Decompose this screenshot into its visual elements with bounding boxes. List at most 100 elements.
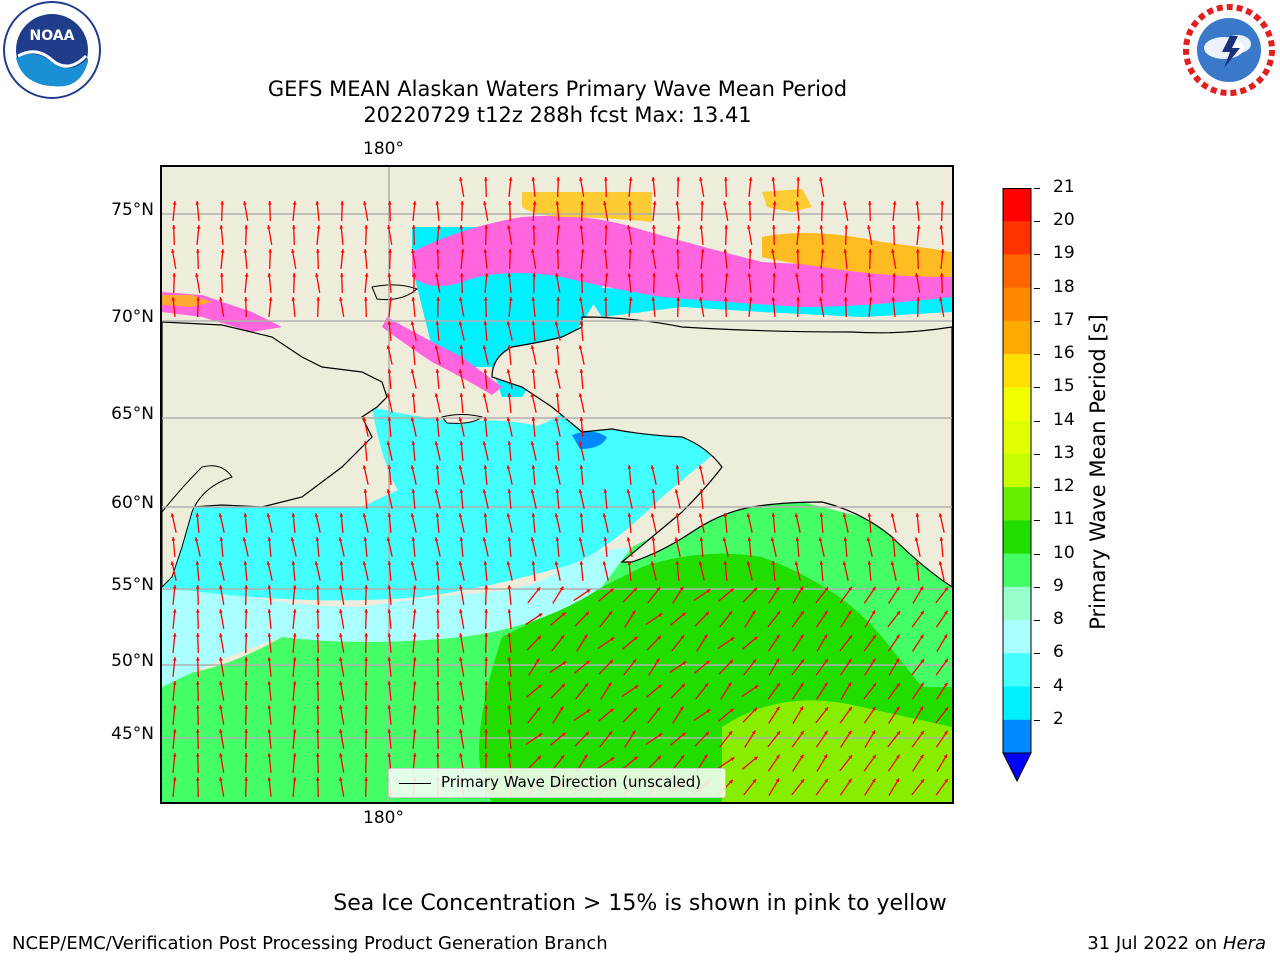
noaa-logo: NOAA bbox=[0, 0, 104, 100]
colorbar-tick-mark bbox=[1034, 620, 1040, 622]
wave-arrow-head bbox=[631, 610, 636, 615]
wave-arrow-head bbox=[628, 297, 633, 301]
land-alaska bbox=[491, 316, 952, 588]
wave-arrow-head bbox=[890, 513, 895, 518]
wave-arrow-head bbox=[800, 610, 804, 615]
colorbar-tick-mark bbox=[1034, 354, 1040, 356]
colorbar-tick-label: 9 bbox=[1053, 575, 1064, 596]
wave-arrow-head bbox=[458, 465, 463, 470]
wave-arrow-head bbox=[435, 201, 440, 205]
wave-arrow-head bbox=[434, 393, 439, 398]
colorbar-tick-label: 10 bbox=[1053, 542, 1075, 563]
wave-arrow-head bbox=[602, 513, 607, 518]
wave-arrow-head bbox=[916, 297, 921, 301]
wave-arrow-head bbox=[530, 489, 535, 494]
wave-arrow-head bbox=[244, 729, 249, 733]
wave-arrow-head bbox=[681, 732, 686, 737]
sea-ice-pink-band bbox=[412, 215, 952, 307]
wave-arrow-head bbox=[436, 225, 441, 229]
lat-label-70: 70°N bbox=[111, 307, 154, 327]
wave-arrow-head bbox=[729, 779, 733, 784]
wave-arrow-head bbox=[823, 634, 828, 639]
wave-arrow-head bbox=[920, 779, 925, 783]
wave-arrow-head bbox=[651, 225, 656, 229]
wave-arrow-head bbox=[892, 201, 897, 205]
wave-arrow-head bbox=[458, 513, 463, 518]
wave-arrow-head bbox=[699, 489, 704, 493]
wave-arrow-head bbox=[554, 417, 559, 422]
wave-arrow-head bbox=[723, 249, 728, 253]
wave-arrow-head bbox=[315, 705, 320, 709]
wave-arrow-head bbox=[482, 393, 487, 398]
wave-arrow-head bbox=[196, 225, 201, 229]
wave-arrow-head bbox=[364, 585, 369, 589]
wave-arrow-head bbox=[459, 393, 464, 397]
wave-arrow-head bbox=[435, 273, 439, 277]
colorbar-tick-label: 6 bbox=[1053, 642, 1064, 663]
wave-arrow-head bbox=[872, 586, 876, 591]
wave-arrow-head bbox=[748, 177, 753, 181]
wave-arrow-head bbox=[775, 778, 780, 783]
wave-arrow-head bbox=[387, 561, 392, 565]
wave-arrow-head bbox=[292, 753, 297, 757]
wave-arrow-head bbox=[555, 489, 560, 493]
wave-arrow-head bbox=[267, 585, 272, 589]
wave-arrow-head bbox=[579, 417, 584, 421]
wave-arrow-head bbox=[412, 273, 417, 277]
wave-arrow-head bbox=[292, 681, 297, 685]
wave-arrow-head bbox=[435, 369, 440, 373]
wave-arrow-head bbox=[458, 561, 463, 566]
wave-arrow-head bbox=[411, 489, 416, 493]
wave-arrow-head bbox=[266, 513, 271, 518]
wave-arrow-head bbox=[776, 754, 780, 759]
wave-arrow-head bbox=[410, 465, 415, 470]
wave-arrow-head bbox=[458, 321, 463, 326]
wave-arrow-head bbox=[943, 634, 948, 639]
wave-arrow-head bbox=[891, 537, 896, 541]
wave-arrow-head bbox=[938, 561, 943, 566]
wave-arrow-head bbox=[627, 225, 631, 229]
map-panel[interactable] bbox=[160, 165, 954, 804]
wave-arrow-head bbox=[775, 658, 780, 663]
wave-arrow-head bbox=[339, 513, 344, 517]
colorbar-tick-mark bbox=[1034, 320, 1040, 322]
wave-arrow-head bbox=[699, 297, 703, 301]
wave-arrow-head bbox=[267, 609, 272, 613]
wave-arrow-head bbox=[506, 513, 511, 518]
wave-arrow-head bbox=[872, 754, 876, 759]
wave-arrow-head bbox=[586, 709, 591, 713]
wave-arrow-head bbox=[610, 757, 615, 761]
wave-arrow-head bbox=[244, 657, 249, 661]
wave-arrow-head bbox=[705, 731, 709, 736]
wave-arrow-head bbox=[537, 755, 541, 760]
wave-arrow-head bbox=[896, 611, 901, 615]
wave-arrow-head bbox=[896, 682, 900, 687]
wave-arrow-head bbox=[171, 297, 176, 301]
wave-arrow-head bbox=[751, 730, 756, 735]
wave-arrow-head bbox=[315, 273, 319, 277]
wave-arrow-head bbox=[627, 561, 632, 565]
colorbar-tick-mark bbox=[1034, 520, 1040, 522]
wave-arrow-head bbox=[315, 585, 320, 589]
colorbar-tick-mark bbox=[1034, 686, 1040, 688]
wave-arrow-head bbox=[483, 249, 488, 253]
wave-arrow-head bbox=[705, 660, 710, 665]
wave-arrow-head bbox=[195, 633, 200, 637]
wave-arrow-head bbox=[219, 633, 223, 637]
wave-arrow-head bbox=[728, 731, 733, 736]
wave-arrow-head bbox=[824, 658, 828, 663]
colorbar-tick-mark bbox=[1034, 420, 1040, 422]
wave-arrow-head bbox=[172, 729, 177, 733]
wave-arrow-head bbox=[459, 441, 464, 445]
wave-arrow-head bbox=[848, 635, 853, 639]
wave-arrow-head bbox=[867, 561, 872, 565]
wave-arrow-head bbox=[628, 249, 633, 253]
wave-arrow-head bbox=[554, 369, 559, 374]
wave-arrow-head bbox=[655, 658, 660, 663]
land bbox=[162, 284, 952, 588]
wave-arrow-head bbox=[435, 729, 440, 733]
colorbar-segment bbox=[1003, 520, 1031, 555]
wave-arrow-head bbox=[843, 201, 847, 205]
wave-arrow-head bbox=[579, 321, 584, 325]
wave-arrow-head bbox=[633, 587, 637, 592]
